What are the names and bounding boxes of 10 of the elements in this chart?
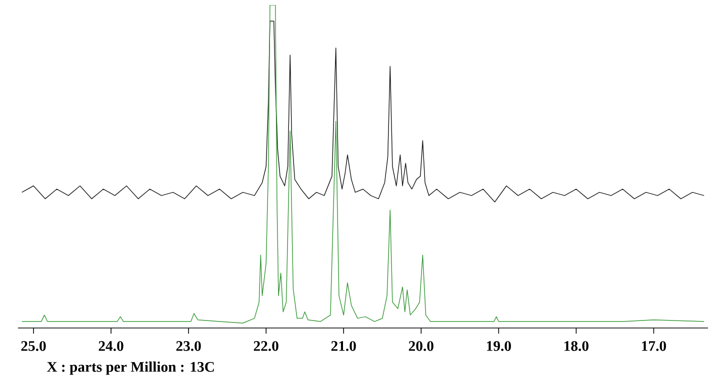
x-tick-label: 21.0	[331, 341, 356, 352]
x-tick-label: 17.0	[642, 341, 666, 352]
x-tick-label: 22.0	[254, 341, 278, 352]
x-tick-label: 18.0	[564, 341, 588, 352]
x-tick-label: 23.0	[176, 341, 201, 352]
x-axis-title: X : parts per Million : 13C	[46, 362, 214, 375]
x-tick-label: 20.0	[408, 341, 434, 352]
x-tick-label: 25.0	[21, 341, 46, 352]
x-tick-label: 24.0	[98, 341, 124, 352]
x-tick-label: 19.0	[487, 341, 511, 352]
